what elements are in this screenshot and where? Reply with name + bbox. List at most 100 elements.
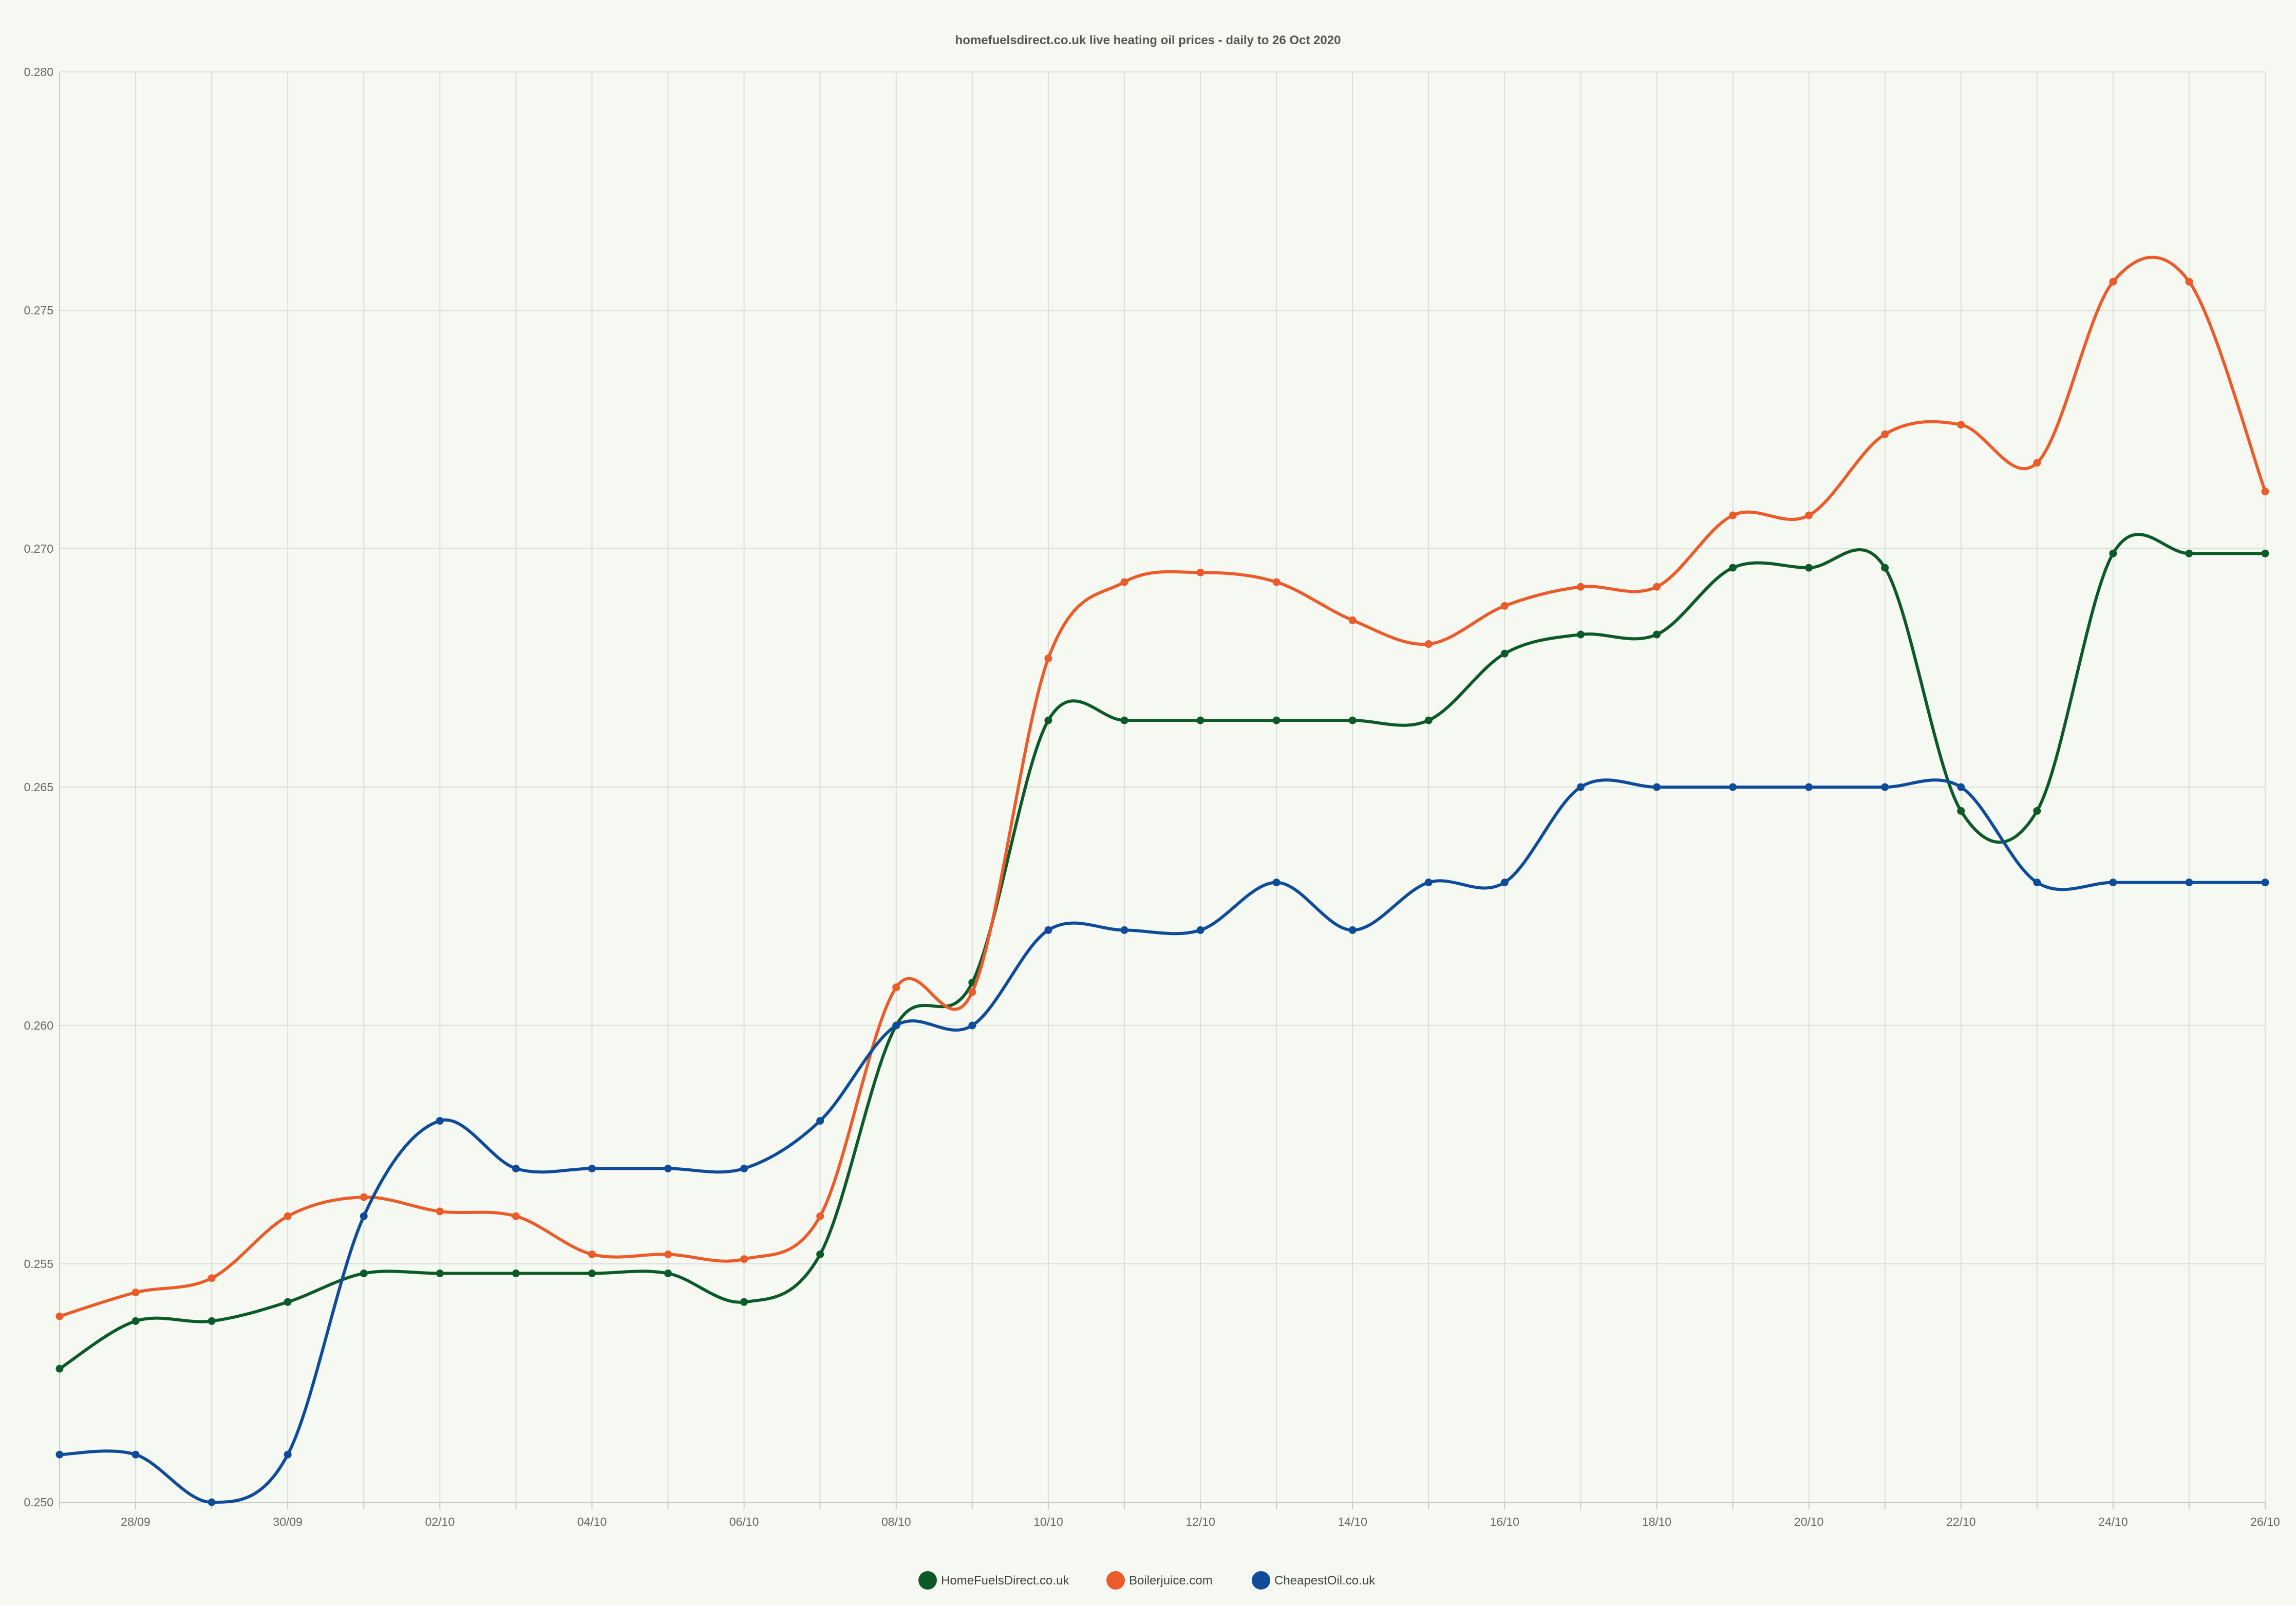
data-point[interactable] [816,1117,824,1125]
data-point[interactable] [1729,511,1737,519]
data-point[interactable] [1576,783,1585,791]
data-point[interactable] [1424,640,1433,648]
legend-label: HomeFuelsDirect.co.uk [941,1574,1069,1588]
data-point[interactable] [1196,926,1205,934]
data-point[interactable] [2109,277,2117,286]
data-point[interactable] [55,1365,64,1373]
legend-swatch [1252,1571,1270,1590]
data-point[interactable] [1500,602,1509,610]
data-point[interactable] [1272,716,1281,724]
data-point[interactable] [131,1317,140,1325]
data-point[interactable] [512,1164,520,1172]
data-point[interactable] [436,1117,444,1125]
data-point[interactable] [1805,783,1813,791]
y-tick-label: 0.280 [24,65,53,79]
data-point[interactable] [2185,879,2193,887]
data-point[interactable] [1348,926,1357,934]
legend[interactable]: HomeFuelsDirect.co.uk Boilerjuice.com Chea… [918,1571,1376,1590]
data-point[interactable] [816,1212,824,1220]
x-tick-label: 30/09 [273,1515,303,1528]
legend-item[interactable]: Boilerjuice.com [1106,1571,1213,1590]
data-point[interactable] [740,1298,748,1306]
data-point[interactable] [1881,564,1889,572]
x-tick-label: 28/09 [121,1515,150,1528]
data-point[interactable] [892,983,900,992]
data-point[interactable] [1196,716,1205,724]
data-point[interactable] [2185,277,2193,286]
data-point[interactable] [1652,630,1661,639]
data-point[interactable] [664,1164,672,1172]
data-point[interactable] [588,1270,596,1278]
data-point[interactable] [1957,807,1965,815]
legend-item[interactable]: CheapestOil.co.uk [1252,1571,1376,1590]
y-tick-label: 0.270 [24,542,53,555]
data-point[interactable] [2033,807,2041,815]
data-point[interactable] [1576,583,1585,591]
data-point[interactable] [664,1270,672,1278]
data-point[interactable] [1729,564,1737,572]
grid [59,71,2266,1503]
data-point[interactable] [1805,564,1813,572]
data-point[interactable] [1120,926,1128,934]
data-point[interactable] [1500,649,1509,658]
data-point[interactable] [1348,716,1357,724]
data-point[interactable] [284,1212,292,1220]
legend-item[interactable]: HomeFuelsDirect.co.uk [918,1571,1069,1590]
data-point[interactable] [131,1289,140,1297]
data-point[interactable] [1044,716,1052,724]
x-tick-label: 06/10 [729,1515,759,1528]
data-point[interactable] [1881,430,1889,438]
data-point[interactable] [816,1250,824,1258]
data-point[interactable] [1044,654,1052,662]
data-point[interactable] [968,1021,976,1030]
data-point[interactable] [1424,716,1433,724]
data-point[interactable] [1957,421,1965,429]
data-point[interactable] [1272,879,1281,887]
data-point[interactable] [1576,630,1585,639]
data-point[interactable] [1652,583,1661,591]
data-point[interactable] [2109,879,2117,887]
data-point[interactable] [664,1250,672,1258]
data-point[interactable] [740,1255,748,1263]
data-point[interactable] [2261,879,2269,887]
data-point[interactable] [1500,879,1509,887]
data-point[interactable] [360,1212,368,1220]
data-point[interactable] [208,1498,216,1506]
data-point[interactable] [512,1212,520,1220]
data-point[interactable] [1805,511,1813,519]
data-point[interactable] [131,1450,140,1459]
data-point[interactable] [2033,459,2041,467]
data-point[interactable] [1729,783,1737,791]
data-point[interactable] [360,1193,368,1201]
data-point[interactable] [284,1450,292,1459]
data-point[interactable] [208,1317,216,1325]
data-point[interactable] [2033,879,2041,887]
data-point[interactable] [1348,616,1357,624]
data-point[interactable] [1120,578,1128,586]
data-point[interactable] [1272,578,1281,586]
data-point[interactable] [1196,568,1205,576]
data-point[interactable] [740,1164,748,1172]
data-point[interactable] [284,1298,292,1306]
data-point[interactable] [512,1270,520,1278]
data-point[interactable] [1044,926,1052,934]
data-point[interactable] [2109,549,2117,557]
data-point[interactable] [968,988,976,996]
data-point[interactable] [1957,783,1965,791]
data-point[interactable] [55,1450,64,1459]
data-point[interactable] [436,1207,444,1216]
data-point[interactable] [55,1312,64,1320]
data-point[interactable] [436,1270,444,1278]
data-point[interactable] [588,1250,596,1258]
data-point[interactable] [2261,488,2269,496]
data-point[interactable] [360,1270,368,1278]
data-point[interactable] [892,1021,900,1030]
data-point[interactable] [1120,716,1128,724]
data-point[interactable] [208,1274,216,1282]
data-point[interactable] [1652,783,1661,791]
data-point[interactable] [1424,879,1433,887]
data-point[interactable] [588,1164,596,1172]
data-point[interactable] [1881,783,1889,791]
data-point[interactable] [2185,549,2193,557]
data-point[interactable] [2261,549,2269,557]
